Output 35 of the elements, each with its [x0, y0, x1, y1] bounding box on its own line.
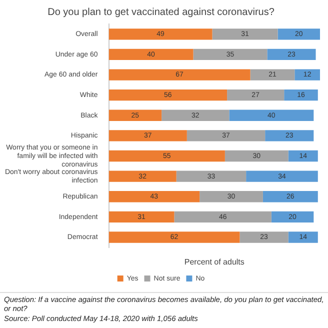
bar	[288, 232, 318, 243]
bar	[294, 69, 320, 80]
bar	[108, 48, 194, 60]
bar	[284, 89, 318, 101]
chart-title: Do you plan to get vaccinated against coronavirus?	[48, 6, 275, 18]
bar	[176, 170, 246, 182]
bar	[108, 191, 200, 202]
bar	[162, 110, 230, 121]
bar	[271, 211, 314, 223]
bar	[278, 28, 320, 40]
bar	[108, 69, 250, 80]
bar	[262, 191, 318, 202]
bar	[267, 48, 316, 60]
bar	[108, 232, 240, 243]
bar	[224, 150, 288, 162]
bar	[200, 191, 263, 202]
bar	[246, 170, 318, 182]
x-axis-title: Percent of adults	[184, 257, 244, 266]
bar	[250, 69, 295, 80]
bar	[108, 28, 212, 40]
bar	[108, 211, 174, 223]
bar	[174, 211, 272, 223]
bar	[108, 130, 187, 142]
bar	[229, 110, 314, 121]
bar	[108, 170, 176, 182]
bar	[265, 130, 314, 142]
bar	[108, 150, 225, 162]
bar	[227, 89, 284, 101]
bar	[193, 48, 268, 60]
bar	[108, 89, 228, 101]
bar	[186, 130, 266, 142]
bar	[212, 28, 278, 40]
bar	[108, 110, 162, 121]
bar	[288, 150, 318, 162]
bar	[240, 232, 288, 243]
